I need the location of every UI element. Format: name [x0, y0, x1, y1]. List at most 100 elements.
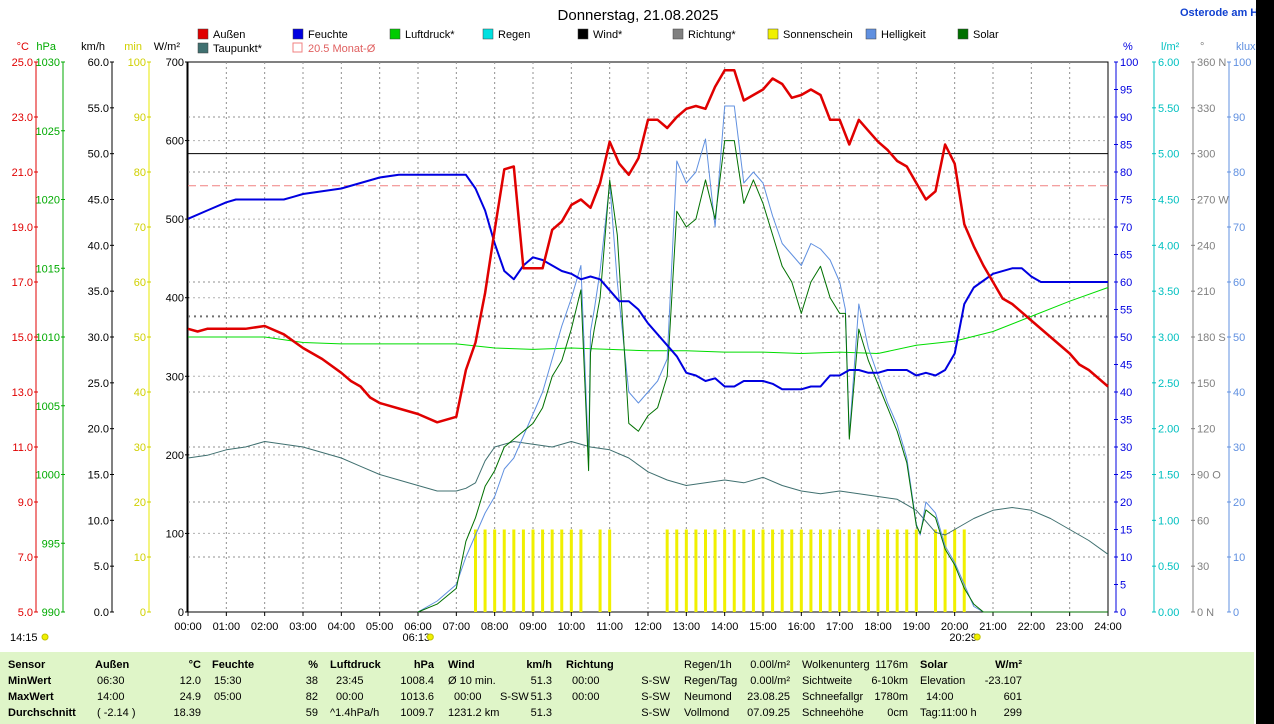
- y-tick-label: 85: [1120, 140, 1132, 152]
- y-tick-label: 40.0: [88, 240, 109, 252]
- weather-chart: Donnerstag, 21.08.2025 Osterode am Ha Au…: [10, 7, 1265, 644]
- series-line-außen: [187, 69, 1109, 424]
- y-tick-label: 1025: [36, 126, 60, 138]
- y-tick-label: 60: [134, 277, 146, 289]
- x-tick-label: 18:00: [864, 621, 892, 633]
- y-tick-label: 0: [1233, 607, 1239, 619]
- regen-tag-label: Regen/Tag: [684, 675, 738, 687]
- y-tick-label: 15.0: [88, 470, 109, 482]
- sunshine-bar: [819, 529, 822, 612]
- y-tick-label: 80: [1233, 167, 1245, 179]
- luftdruck-max-time: 00:00: [336, 691, 364, 703]
- y-tick-label: 5.50: [1158, 103, 1179, 115]
- schneehoehe-label: Schneehöhe: [802, 707, 864, 719]
- y-tick-label: 4.50: [1158, 195, 1179, 207]
- y-axis-unit: %: [1123, 41, 1133, 53]
- regen-1h-label: Regen/1h: [684, 659, 732, 671]
- y-tick-label: 55.0: [88, 103, 109, 115]
- chart-title: Donnerstag, 21.08.2025: [558, 7, 719, 24]
- legend-swatch: [767, 28, 779, 40]
- feuchte-header: Feuchte: [212, 659, 255, 671]
- wind-mean-value: 51.3: [530, 707, 552, 719]
- sunshine-bar: [934, 529, 937, 612]
- x-tick-label: 22:00: [1018, 621, 1046, 633]
- legend-label: Wind*: [593, 29, 623, 41]
- sunshine-bar: [809, 529, 813, 612]
- sunshine-bar: [521, 529, 525, 612]
- sunshine-bar: [742, 529, 746, 612]
- y-tick-label: 1010: [36, 332, 60, 344]
- x-tick-label: 23:00: [1056, 621, 1084, 633]
- sunshine-bar: [886, 529, 890, 612]
- aussen-avg-value: 18.39: [173, 707, 201, 719]
- sunshine-bar: [943, 529, 947, 612]
- regen-tag-value: 0.00l/m²: [750, 675, 790, 687]
- feuchte-max-value: 82: [305, 691, 318, 703]
- y-tick-label: 100: [166, 528, 184, 540]
- y-tick-label: 100: [1233, 57, 1251, 69]
- y-tick-label: 180 S: [1197, 332, 1226, 344]
- x-tick-label: 03:00: [289, 621, 317, 633]
- sunshine-bar: [579, 529, 583, 612]
- legend-swatch: [865, 28, 877, 40]
- y-axis-unit: °: [1200, 41, 1204, 53]
- y-tick-label: 240: [1197, 240, 1215, 252]
- sunshine-bar: [953, 529, 957, 612]
- y-tick-label: 0: [140, 607, 146, 619]
- solar-elevation-value: -23.107: [984, 675, 1022, 687]
- solar-header: Solar: [920, 659, 948, 671]
- sunshine-bar: [493, 529, 497, 612]
- aussen-max-value: 24.9: [179, 691, 201, 703]
- y-tick-label: 60: [1120, 277, 1132, 289]
- station-label[interactable]: Osterode am Ha: [1180, 7, 1265, 19]
- sunrise-label: 06:13: [403, 632, 431, 644]
- legend-label: Feuchte: [308, 29, 348, 41]
- richtung-avg-value: S-SW: [641, 707, 670, 719]
- y-tick-label: 10.0: [88, 515, 109, 527]
- x-tick-label: 07:00: [443, 621, 471, 633]
- wind-max-time: 00:00: [454, 691, 482, 703]
- y-tick-label: 95: [1120, 85, 1132, 97]
- y-tick-label: 45: [1120, 360, 1132, 372]
- sunshine-bar: [771, 529, 775, 612]
- legend-label: Regen: [498, 29, 530, 41]
- y-tick-label: 21.0: [12, 167, 33, 179]
- y-tick-label: 500: [166, 214, 184, 226]
- solar-elevation-label: Elevation: [920, 675, 966, 687]
- y-tick-label: 600: [166, 136, 184, 148]
- y-axis-unit: hPa: [36, 41, 56, 53]
- sunshine-bar: [732, 529, 736, 612]
- plot-area: [187, 69, 1109, 613]
- wind-max-dir: S-SW: [500, 691, 529, 703]
- sunshine-bar: [694, 529, 698, 612]
- feuchte-min-value: 38: [305, 675, 318, 687]
- y-tick-label: 5: [1120, 580, 1126, 592]
- luftdruck-min-time: 23:45: [336, 675, 364, 687]
- series-line-solar: [417, 140, 1108, 613]
- legend-swatch: [577, 28, 589, 40]
- y-tick-label: 60: [1197, 515, 1209, 527]
- luftdruck-trend: ^1.4hPa/h: [330, 707, 380, 719]
- sunshine-bar: [474, 529, 477, 612]
- y-tick-label: 30: [1233, 442, 1245, 454]
- sunshine-bar: [895, 529, 899, 612]
- richtung-header: Richtung: [566, 659, 614, 671]
- legend-swatch: [292, 42, 303, 53]
- y-tick-label: 100: [1120, 57, 1138, 69]
- stats-row-max: MaxWert: [8, 691, 54, 703]
- y-tick-label: 45.0: [88, 195, 109, 207]
- y-tick-label: 0 N: [1197, 607, 1214, 619]
- y-tick-label: 10: [1120, 552, 1132, 564]
- x-tick-label: 12:00: [634, 621, 662, 633]
- x-tick-label: 17:00: [826, 621, 854, 633]
- legend-swatch: [197, 42, 209, 54]
- richtung-min-time: 00:00: [572, 675, 600, 687]
- y-tick-label: 25.0: [88, 378, 109, 390]
- aussen-header: Außen: [95, 659, 130, 671]
- x-tick-label: 14:00: [711, 621, 739, 633]
- y-tick-label: 5.00: [1158, 149, 1179, 161]
- y-axis-unit: min: [124, 41, 142, 53]
- legend-label: Sonnenschein: [783, 29, 853, 41]
- y-tick-label: 80: [1120, 167, 1132, 179]
- solar-day-label: Tag:11:00 h: [920, 707, 977, 719]
